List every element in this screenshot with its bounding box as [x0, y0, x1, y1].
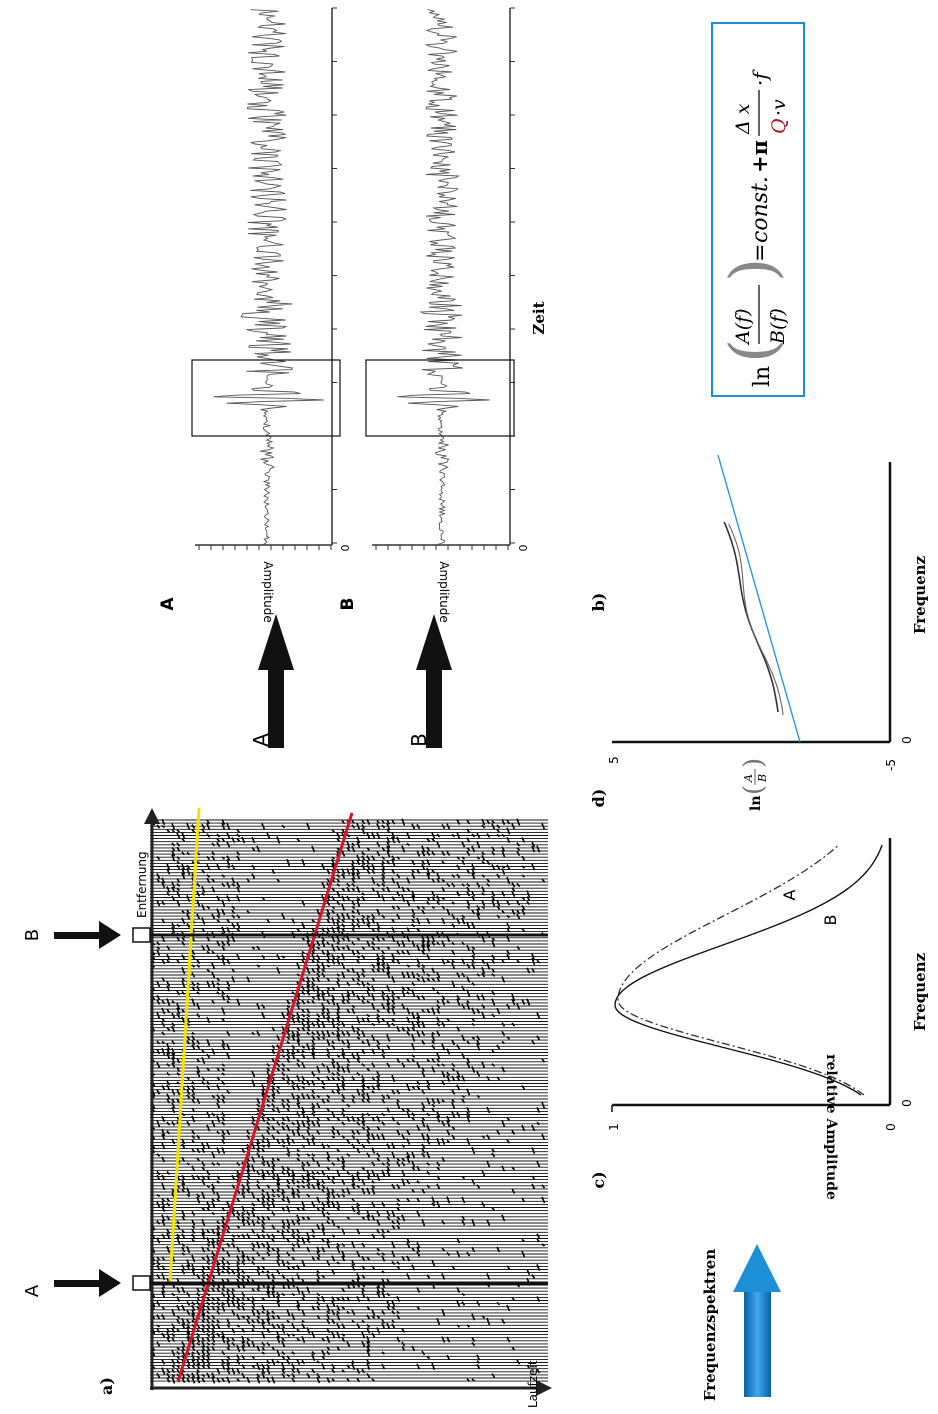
- ratio-xlabel: Frequenz: [911, 555, 929, 634]
- trace-a-waveform: [213, 9, 324, 546]
- formula-eq: =: [748, 244, 773, 262]
- amplitude-label-b: Amplitude: [437, 561, 451, 623]
- formula-paren-open: (: [716, 339, 789, 363]
- red-moveout-line: [176, 812, 354, 1383]
- panel-label-d: d): [589, 789, 608, 808]
- spectra-panel: c) 1 0 0 relative Amplitude Frequenz A B: [589, 838, 929, 1200]
- transfer-arrow-a-label: A: [249, 733, 273, 747]
- trace-a-ticks: [198, 7, 337, 550]
- ratio-ylabel-paren-open: (: [739, 785, 769, 795]
- ticks-a-marks: [198, 7, 337, 550]
- panel-label-b: b): [589, 593, 608, 612]
- entfernung-axis-arrowhead: [144, 808, 160, 824]
- formula-border: [711, 22, 805, 397]
- panel-label-c: c): [589, 1171, 608, 1188]
- station-b-label: B: [22, 929, 43, 941]
- formula-plus-pi: +π: [747, 140, 772, 173]
- trace-b-window: [365, 359, 515, 437]
- formula-dx: Δ x: [732, 103, 754, 135]
- seismic-traces: [150, 818, 548, 1384]
- trace-a-window: [191, 359, 341, 437]
- curve-b-label: B: [821, 915, 840, 926]
- station-b-arrow: [54, 921, 121, 949]
- frequenzspektren-label: Frequenzspektren: [701, 1249, 719, 1401]
- formula-den: B(f): [767, 308, 789, 345]
- formula-num: A(f): [732, 308, 754, 346]
- transfer-arrow-b-label: B: [407, 733, 431, 747]
- spectra-x-origin: 0: [900, 1099, 914, 1107]
- seismogram-panel: a) Laufzeit Entfernung A B: [22, 807, 552, 1408]
- laufzeit-axis-arrowhead: [536, 1380, 552, 1396]
- trace-a-zero: 0: [339, 545, 352, 552]
- station-b-marker: [132, 927, 151, 943]
- trace-b-ticks: [375, 7, 515, 550]
- station-a-arrow: [54, 1269, 121, 1297]
- spectrum-curve-a: [617, 844, 865, 1096]
- yellow-moveout-line: [168, 807, 201, 1283]
- spectra-xlabel: Frequenz: [911, 952, 929, 1031]
- formula-box: ln ( A(f) B(f) ) = const. +π Δ x Q ·v ·f: [711, 22, 805, 397]
- spectra-y-top: 1: [607, 1123, 621, 1131]
- ratio-y-top: 5: [607, 756, 621, 764]
- spectra-ylabel: relative Amplitude: [823, 1054, 839, 1200]
- trace-a-label: A: [158, 597, 178, 611]
- formula-const: const.: [748, 176, 773, 243]
- ratio-panel: d) 5 -5 0 Frequenz ln ( A B ): [589, 454, 929, 811]
- ratio-ylabel-den: B: [756, 774, 769, 783]
- transfer-arrow-b: [416, 614, 452, 748]
- ticks-b-marks: [375, 7, 515, 550]
- formula: ln ( A(f) B(f) ) = const. +π Δ x Q ·v ·f: [716, 69, 790, 387]
- frequenzspektren-arrow: [733, 1244, 781, 1397]
- formula-q: Q: [768, 118, 790, 134]
- ratio-ylabel-paren-close: ): [739, 758, 769, 768]
- ratio-ylabel-num: A: [742, 774, 755, 783]
- laufzeit-label: Laufzeit: [526, 1360, 540, 1408]
- ratio-data-curve-2: [728, 523, 784, 716]
- spectrum-curve-b: [614, 844, 883, 1096]
- ratio-data-curve: [723, 521, 779, 713]
- station-a-label: A: [22, 1284, 43, 1297]
- trace-b-waveform: [397, 9, 490, 546]
- zeit-label: Zeit: [530, 301, 548, 334]
- formula-ln: ln: [750, 366, 775, 387]
- ratio-ylabel: ln ( A B ): [739, 758, 769, 811]
- formula-f: ·f: [748, 69, 772, 86]
- ratio-x-origin: 0: [900, 736, 914, 744]
- spectra-y-bottom: 0: [884, 1123, 898, 1131]
- ratio-ylabel-ln: ln: [748, 796, 764, 812]
- amplitude-label-a: Amplitude: [261, 561, 275, 623]
- formula-paren-close: ): [716, 258, 789, 282]
- traces-panel: b) A B Amplitude Amplitude 0 0 Zeit: [158, 7, 608, 623]
- ratio-fit-line: [717, 454, 801, 743]
- station-a-marker: [132, 1275, 151, 1291]
- trace-b-label: B: [338, 598, 358, 611]
- entfernung-label: Entfernung: [135, 851, 149, 918]
- curve-a-label: A: [780, 889, 799, 900]
- formula-v: ·v: [768, 99, 790, 116]
- transfer-arrow-a: [258, 614, 294, 748]
- trace-b-zero: 0: [517, 545, 530, 552]
- panel-label-a: a): [97, 1377, 116, 1395]
- ratio-y-bottom: -5: [884, 759, 898, 771]
- trace-baselines: [150, 819, 548, 1382]
